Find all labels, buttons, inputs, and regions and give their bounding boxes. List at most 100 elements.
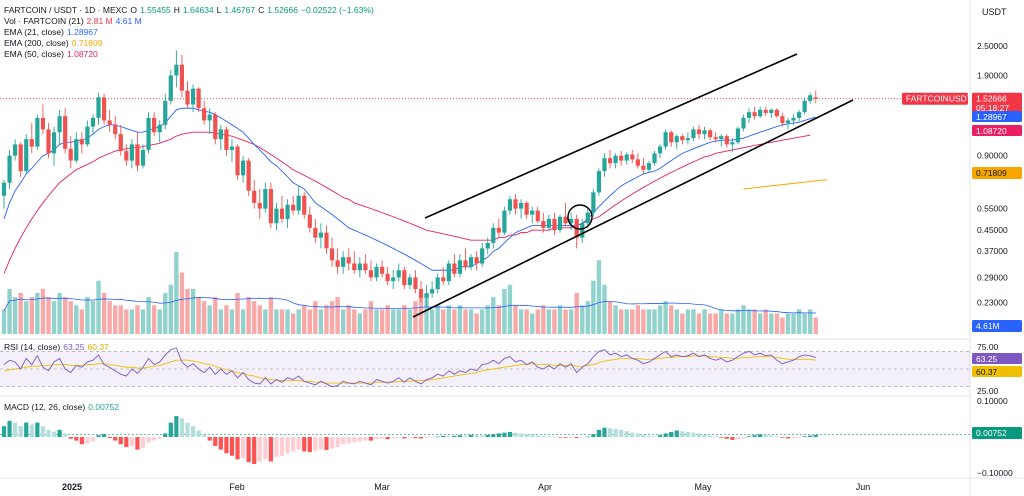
candle — [29, 123, 34, 154]
ema200-legend[interactable]: EMA (200, close) 0.71809 — [4, 38, 103, 48]
ema50-legend[interactable]: EMA (50, close) 1.08720 — [4, 49, 98, 59]
macd-histogram-bar — [657, 435, 663, 437]
macd-histogram-bar — [485, 434, 490, 437]
volume-bar — [313, 301, 318, 334]
candle-body — [413, 277, 418, 290]
candle — [663, 129, 668, 150]
macd-histogram-bar — [152, 437, 157, 441]
candle-body — [229, 146, 235, 150]
candle-body — [140, 149, 146, 166]
macd-histogram-bar — [129, 437, 134, 446]
trend-channel-lines[interactable] — [412, 53, 854, 318]
candle-body — [179, 64, 185, 91]
candle — [357, 257, 362, 278]
volume-bar — [46, 297, 51, 334]
macd-histogram-bar — [535, 435, 540, 437]
candle — [708, 128, 713, 141]
candle — [541, 212, 546, 233]
macd-tick-label: −0.10000 — [977, 468, 1013, 478]
price-tick-label: 1.90000 — [977, 70, 1008, 80]
candle-body — [696, 129, 702, 135]
volume-bar — [51, 301, 57, 334]
volume-bar — [218, 309, 224, 334]
candle — [652, 151, 657, 166]
candle — [418, 281, 424, 303]
volume-bar — [168, 284, 173, 334]
volume-bar — [468, 309, 474, 334]
macd-histogram-bar — [402, 437, 407, 439]
macd-histogram-bar — [619, 429, 624, 437]
candle-body — [396, 270, 401, 278]
candle — [585, 208, 590, 228]
volume-bars — [1, 252, 818, 334]
volume-bar — [518, 309, 524, 334]
candle-body — [546, 218, 551, 228]
candle — [379, 260, 385, 278]
volume-bar — [113, 305, 118, 334]
ema21-legend[interactable]: EMA (21, close) 1.28967 — [4, 27, 98, 37]
candle-body — [235, 146, 240, 176]
volume-bar — [396, 309, 401, 334]
candle-body — [813, 97, 818, 99]
candle-body — [796, 112, 802, 118]
symbol-title[interactable]: FARTCOIN / USDT · 1D · MEXC — [4, 5, 128, 15]
candle — [174, 50, 179, 88]
macd-histogram-bar — [480, 435, 485, 437]
candle — [630, 149, 635, 164]
volume-legend[interactable]: Vol · FARTCOIN (21) 2.81 M 4.61 M — [4, 16, 142, 26]
candle — [135, 132, 140, 172]
candle-body — [607, 158, 613, 164]
candle — [274, 202, 279, 231]
ema50-badge-bg — [972, 125, 1022, 136]
macd-histogram-bar — [379, 437, 385, 439]
volume-bar — [530, 313, 535, 334]
price-tick-label: 0.90000 — [977, 151, 1008, 161]
candle-body — [685, 138, 690, 141]
candle-body — [802, 100, 807, 113]
price-badges: FARTCOINUSDT 1.5266605:18:271.289671.0872… — [902, 92, 1022, 439]
volume-bar — [535, 309, 540, 334]
volume-bar — [669, 305, 674, 334]
macd-histogram-bar — [541, 435, 546, 437]
candle — [24, 134, 29, 174]
candle — [302, 192, 307, 219]
candle-body — [780, 116, 785, 124]
macd-legend[interactable]: MACD (12, 26, close) 0.00752 — [4, 402, 119, 412]
candle-body — [735, 128, 741, 143]
volume-bar — [329, 301, 335, 334]
price-tick-label: 0.37000 — [977, 246, 1008, 256]
volume-bar — [252, 301, 257, 334]
volume-bar — [441, 309, 446, 334]
volume-bar — [79, 309, 85, 334]
candle — [407, 273, 412, 290]
candle — [563, 202, 568, 226]
high-value: 1.64634 — [182, 5, 214, 15]
volume-bar — [463, 309, 468, 334]
candle — [741, 114, 746, 132]
currency-label[interactable]: USDT — [982, 7, 1007, 17]
volume-bar — [307, 309, 312, 334]
last-price-badge-text: 1.52666 — [976, 94, 1007, 104]
candlestick-series[interactable] — [1, 50, 818, 308]
candle — [235, 144, 240, 180]
macd-histogram-bar — [396, 437, 401, 438]
volume-bar — [346, 305, 351, 334]
macd-histogram-bar — [157, 437, 162, 439]
change-value: −0.02522 (−1.63%) — [301, 5, 374, 15]
candle — [396, 263, 401, 282]
candle — [641, 158, 646, 174]
volume-bar — [780, 317, 785, 334]
volume-bar — [591, 280, 596, 334]
candle — [96, 92, 101, 125]
macd-histogram-bar — [352, 437, 357, 443]
rsi-legend[interactable]: RSI (14, close) 63.25 60.37 — [4, 342, 109, 352]
macd-histogram-bar — [785, 437, 791, 439]
macd-histogram-bar — [24, 422, 29, 437]
candle-body — [279, 208, 285, 219]
macd-histogram-bar — [85, 437, 90, 444]
candle-body — [619, 155, 624, 161]
macd-pane — [0, 416, 970, 464]
rsi-band — [0, 351, 970, 387]
candle-body — [374, 266, 379, 278]
